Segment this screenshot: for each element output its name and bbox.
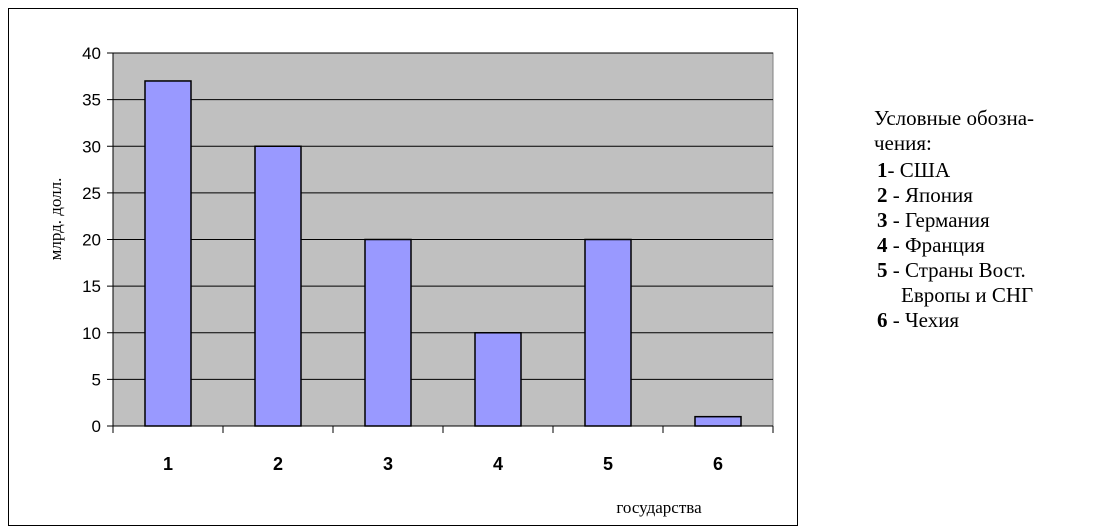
legend-title-line2: чения: [874, 131, 932, 155]
y-tick-label: 0 [92, 417, 101, 436]
legend: Условные обозна- чения: 1- США 2 - Япони… [874, 106, 1106, 333]
x-tick-label: 1 [163, 454, 173, 474]
legend-item-5: 5 - Страны Вост. [874, 258, 1106, 283]
legend-sep: - [887, 158, 900, 182]
legend-sep: - [887, 183, 905, 207]
legend-num: 2 [877, 183, 888, 207]
legend-num: 5 [877, 258, 888, 282]
legend-sep: - [887, 258, 905, 282]
y-tick-label: 5 [92, 370, 101, 389]
y-axis-title: млрд. долл. [46, 178, 65, 261]
legend-title: Условные обозна- чения: [874, 106, 1106, 156]
legend-label: Германия [905, 208, 990, 232]
x-tick-label: 4 [493, 454, 503, 474]
legend-num: 1 [877, 158, 888, 182]
x-axis-title: государства [616, 498, 702, 517]
y-tick-label: 25 [82, 184, 101, 203]
bar [584, 238, 632, 427]
x-tick-label: 5 [603, 454, 613, 474]
chart-frame: 0 5 10 15 20 25 30 35 40 1 2 3 4 5 6 млрд. долл. госуд… [8, 8, 798, 526]
bar [474, 332, 522, 427]
legend-title-line1: Условные обозна- [874, 106, 1035, 130]
legend-item-4: 4 - Франция [874, 233, 1106, 258]
y-tick-label: 15 [82, 277, 101, 296]
bar-chart: 0 5 10 15 20 25 30 35 40 1 2 3 4 5 6 млрд. долл. госуд… [46, 44, 774, 517]
legend-label: Чехия [905, 308, 960, 332]
legend-sep: - [887, 208, 905, 232]
legend-item-5-continuation: Европы и СНГ [901, 283, 1034, 307]
y-tick-label: 20 [82, 231, 101, 250]
y-tick-label: 10 [82, 324, 101, 343]
legend-item-1: 1- США [874, 158, 1106, 183]
x-tick-label: 2 [273, 454, 283, 474]
legend-num: 6 [877, 308, 888, 332]
legend-item-3: 3 - Германия [874, 208, 1106, 233]
bar [364, 238, 412, 427]
y-tick-label: 35 [82, 91, 101, 110]
x-tick-label: 3 [383, 454, 393, 474]
legend-num: 4 [877, 233, 888, 257]
bar [144, 80, 192, 427]
legend-sep: - [887, 308, 905, 332]
y-tick-label: 40 [82, 44, 101, 63]
legend-item-2: 2 - Япония [874, 183, 1106, 208]
legend-item-6: 6 - Чехия [874, 308, 1106, 333]
y-tick-label: 30 [82, 137, 101, 156]
bar [254, 145, 302, 427]
legend-label: Япония [905, 183, 973, 207]
legend-label: Франция [905, 233, 985, 257]
bar [694, 415, 742, 427]
legend-label: Страны Вост. [905, 258, 1026, 282]
legend-sep: - [887, 233, 905, 257]
legend-num: 3 [877, 208, 888, 232]
legend-label: США [899, 158, 951, 182]
x-tick-label: 6 [713, 454, 723, 474]
